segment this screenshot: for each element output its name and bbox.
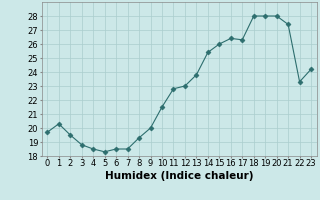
X-axis label: Humidex (Indice chaleur): Humidex (Indice chaleur): [105, 171, 253, 181]
